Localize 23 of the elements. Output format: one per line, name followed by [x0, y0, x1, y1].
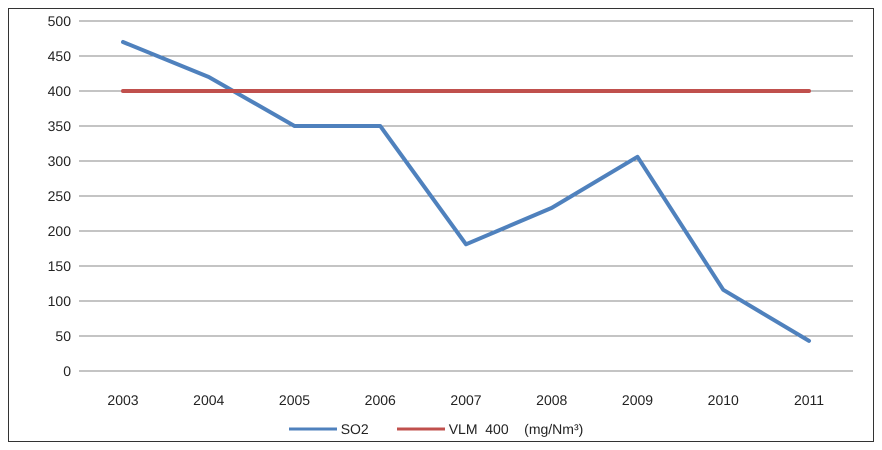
y-tick-label: 500: [48, 12, 72, 29]
y-tick-label: 200: [48, 222, 72, 239]
x-tick-label: 2003: [107, 392, 139, 408]
x-tick-label: 2004: [193, 392, 225, 408]
y-tick-label: 350: [48, 118, 72, 134]
y-tick-label: 50: [55, 328, 72, 344]
x-tick-label: 2011: [794, 392, 824, 408]
y-tick-label: 400: [48, 82, 72, 99]
line-series: [121, 40, 811, 343]
x-tick-label: 2009: [622, 392, 654, 408]
y-tick-label: 100: [48, 292, 72, 309]
x-tick-label: 2005: [278, 392, 310, 408]
x-tick-label: 2006: [364, 392, 396, 408]
x-tick-label: 2007: [450, 392, 482, 408]
y-tick-label: 450: [48, 48, 72, 64]
y-tick-label: 300: [48, 152, 72, 169]
y-tick-label: 0: [63, 362, 72, 379]
y-tick-label: 150: [48, 258, 72, 274]
x-tick-label: 2008: [536, 392, 568, 408]
legend-label: SO2: [340, 421, 369, 437]
x-tick-label: 2010: [708, 392, 740, 408]
legend-label: VLM 400 (mg/Nm³): [448, 421, 584, 437]
y-tick-label: 250: [48, 188, 72, 204]
